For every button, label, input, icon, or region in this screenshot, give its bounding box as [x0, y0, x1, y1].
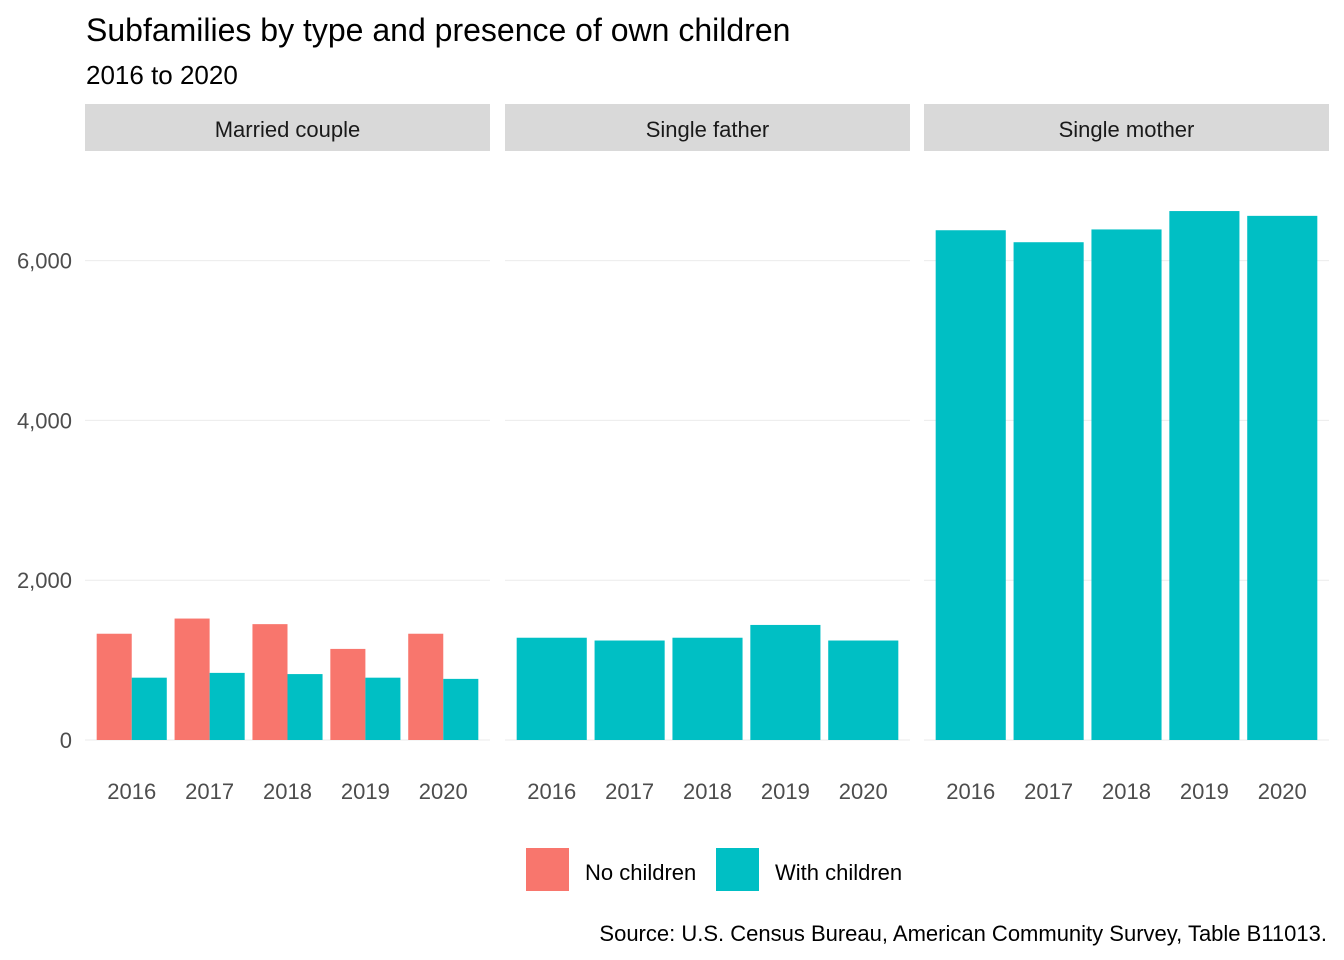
- bar-single-father-with-children-2019: [750, 624, 821, 740]
- bar-single-mother-with-children-2016: [935, 230, 1006, 741]
- bar-married-couple-with-children-2017: [209, 672, 245, 740]
- bar-single-mother-with-children-2017: [1013, 242, 1084, 740]
- bar-single-father-with-children-2020: [828, 640, 899, 740]
- bar-single-mother-with-children-2019: [1169, 211, 1240, 740]
- bar-single-father-with-children-2016: [516, 637, 587, 740]
- x-tick-label: 2017: [605, 779, 654, 804]
- legend: No children With children: [526, 848, 902, 891]
- chart-subtitle: 2016 to 2020: [86, 60, 238, 90]
- legend-key: [716, 848, 759, 891]
- bar-married-couple-no-children-2019: [330, 648, 366, 740]
- legend-label: With children: [775, 860, 902, 885]
- x-tick-label: 2016: [946, 779, 995, 804]
- bar-married-couple-no-children-2017: [174, 618, 210, 740]
- y-tick-label: 0: [60, 728, 72, 753]
- facet-single-mother: Single mother 2016 2017 2018 2019 2020: [924, 104, 1329, 804]
- x-tick-label: 2016: [107, 779, 156, 804]
- x-tick-label: 2017: [185, 779, 234, 804]
- x-tick-label: 2019: [761, 779, 810, 804]
- facet-strip-label: Single mother: [1059, 117, 1195, 142]
- y-tick-label: 2,000: [17, 568, 72, 593]
- bar-married-couple-no-children-2018: [252, 624, 288, 740]
- bar-single-father-with-children-2017: [594, 640, 665, 740]
- bar-married-couple-with-children-2016: [131, 677, 167, 740]
- facet-strip: [505, 104, 910, 151]
- x-tick-label: 2019: [1180, 779, 1229, 804]
- facet-single-father: Single father 2016 2017 2018 2019 2020: [505, 104, 910, 804]
- bar-married-couple-with-children-2019: [365, 677, 401, 740]
- bar-single-father-with-children-2018: [672, 637, 743, 740]
- chart-title: Subfamilies by type and presence of own …: [86, 12, 790, 48]
- facet-strip: [924, 104, 1329, 151]
- chart-caption: Source: U.S. Census Bureau, American Com…: [599, 921, 1327, 946]
- bar-married-couple-with-children-2020: [443, 678, 479, 740]
- x-tick-label: 2018: [683, 779, 732, 804]
- x-tick-label: 2018: [263, 779, 312, 804]
- legend-item-no-children: No children: [526, 848, 696, 891]
- legend-item-with-children: With children: [716, 848, 902, 891]
- y-tick-label: 4,000: [17, 408, 72, 433]
- facet-strip-label: Single father: [646, 117, 770, 142]
- bar-married-couple-no-children-2020: [408, 633, 444, 740]
- bar-single-mother-with-children-2020: [1247, 215, 1318, 741]
- x-tick-label: 2020: [839, 779, 888, 804]
- y-tick-label: 6,000: [17, 249, 72, 274]
- bar-married-couple-with-children-2018: [287, 674, 323, 740]
- facet-strip: [85, 104, 490, 151]
- x-tick-label: 2016: [527, 779, 576, 804]
- x-tick-label: 2020: [419, 779, 468, 804]
- x-tick-label: 2017: [1024, 779, 1073, 804]
- facet-married-couple: Married couple 2016 2017 2018 2019 2020: [85, 104, 490, 804]
- x-tick-label: 2019: [341, 779, 390, 804]
- legend-key: [526, 848, 569, 891]
- bar-married-couple-no-children-2016: [96, 633, 132, 740]
- legend-label: No children: [585, 860, 696, 885]
- facet-strip-label: Married couple: [215, 117, 361, 142]
- bar-single-mother-with-children-2018: [1091, 229, 1162, 740]
- x-tick-label: 2018: [1102, 779, 1151, 804]
- x-tick-label: 2020: [1258, 779, 1307, 804]
- y-axis: 0 2,000 4,000 6,000: [17, 249, 72, 753]
